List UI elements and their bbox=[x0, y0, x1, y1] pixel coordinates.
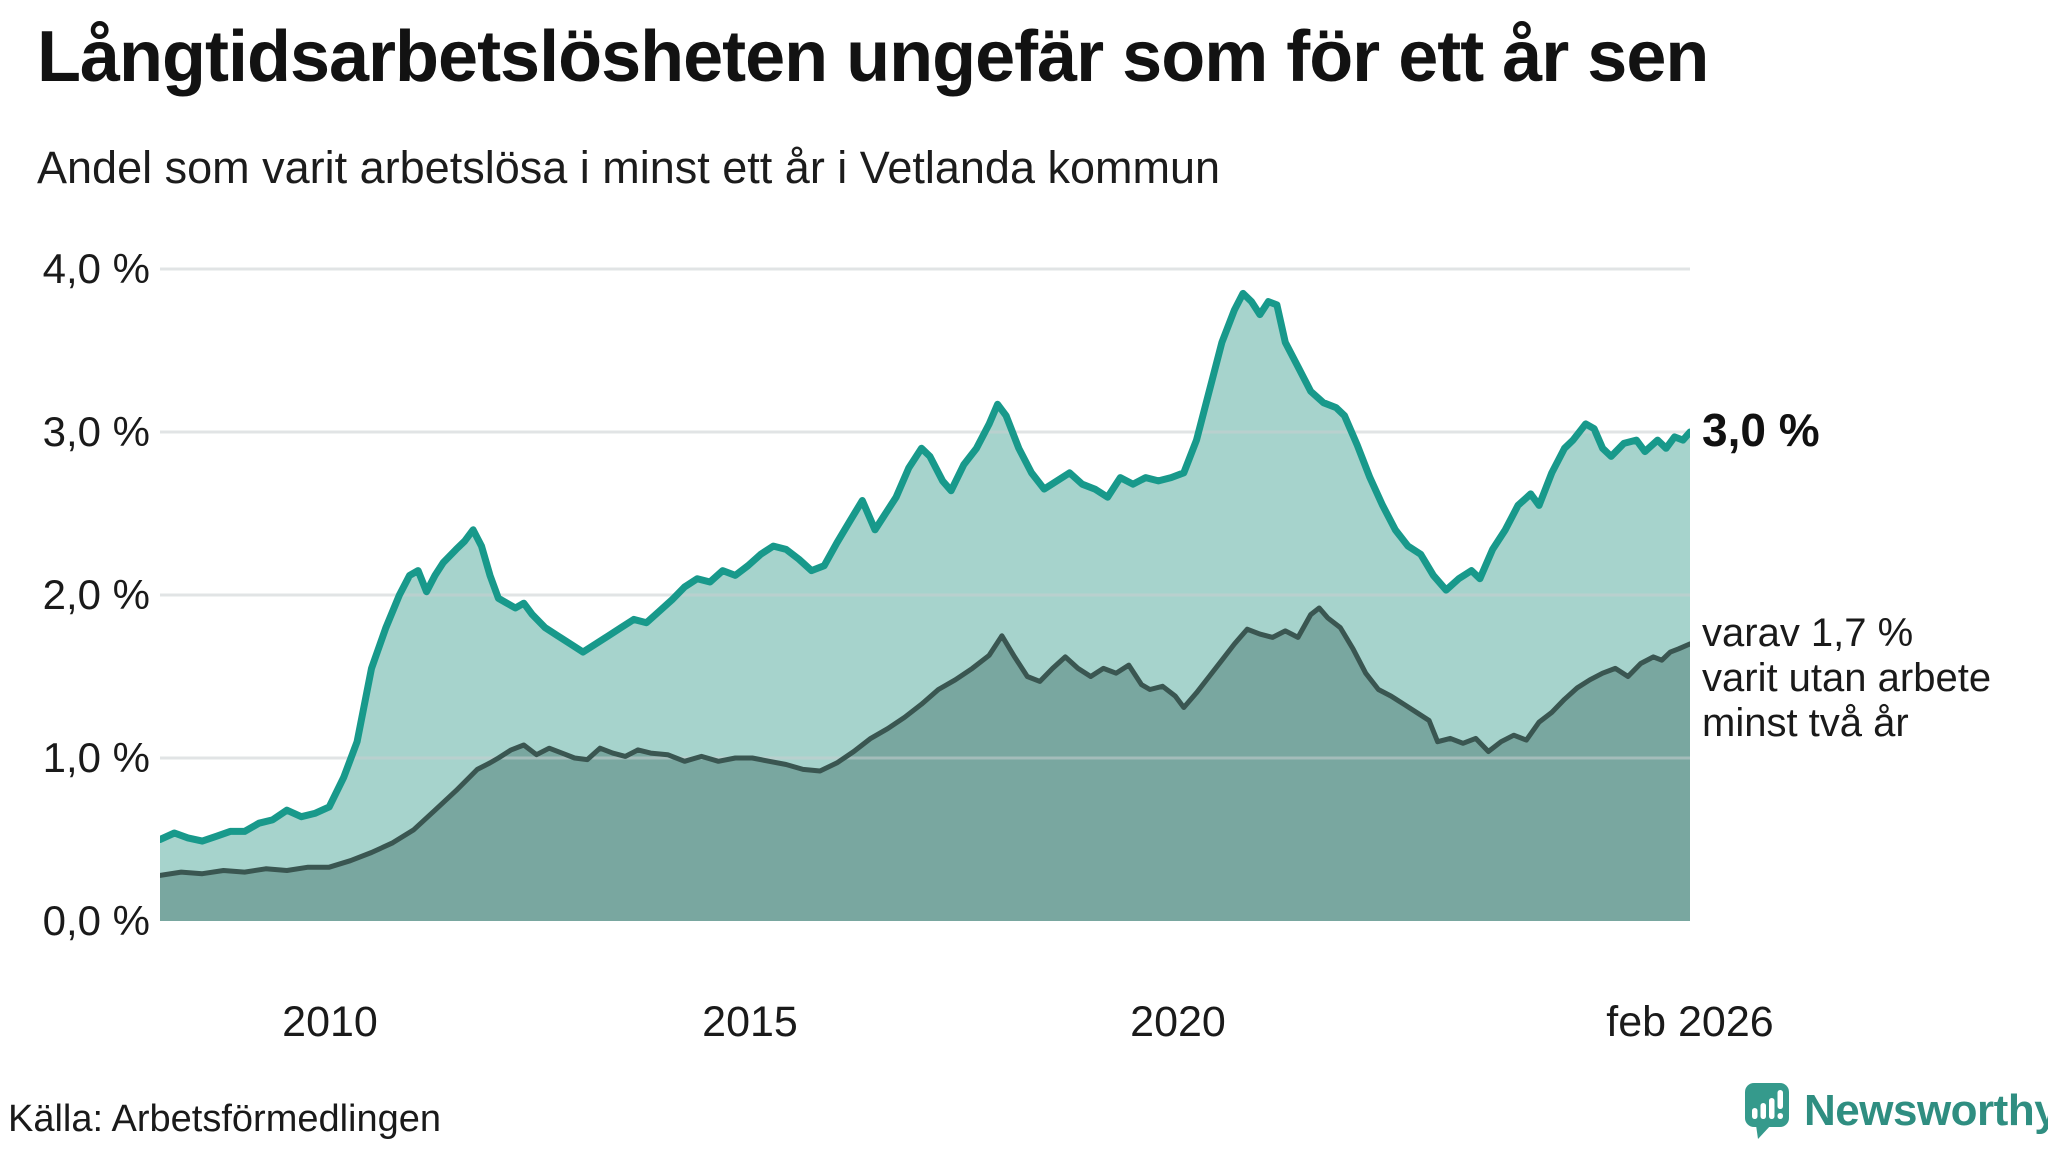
secondary-annotation-line2: varit utan arbete bbox=[1702, 656, 1992, 700]
latest-value-label: 3,0 % bbox=[1702, 404, 1820, 456]
secondary-annotation-line3: minst två år bbox=[1702, 701, 1909, 745]
newsworthy-logo-icon bbox=[1745, 1083, 1789, 1139]
y-axis-tick-4pct: 4,0 % bbox=[42, 245, 150, 292]
x-axis-tick-2020: 2020 bbox=[1130, 998, 1226, 1046]
page-subtitle: Andel som varit arbetslösa i minst ett å… bbox=[37, 142, 1221, 193]
area-chart-plot bbox=[160, 267, 1690, 921]
y-axis-tick-1pct: 1,0 % bbox=[42, 734, 150, 781]
x-axis-tick-2010: 2010 bbox=[282, 998, 378, 1046]
y-axis-tick-0pct: 0,0 % bbox=[42, 897, 150, 944]
gridlines bbox=[160, 267, 1690, 760]
y-axis-tick-3pct: 3,0 % bbox=[42, 408, 150, 455]
area-fill-unemployed-min-2yr bbox=[160, 608, 1690, 921]
page-title: Långtidsarbetslösheten ungefär som för e… bbox=[37, 17, 1709, 97]
secondary-annotation-line1: varav 1,7 % bbox=[1702, 611, 1914, 655]
newsworthy-logo-text: Newsworthy bbox=[1804, 1086, 2048, 1135]
y-axis-tick-2pct: 2,0 % bbox=[42, 571, 150, 618]
line-unemployed-min-1yr bbox=[160, 289, 1690, 845]
source-attribution: Källa: Arbetsförmedlingen bbox=[8, 1098, 442, 1140]
line-unemployed-min-2yr bbox=[160, 605, 1690, 878]
x-axis-tick-2015: 2015 bbox=[702, 998, 798, 1046]
x-axis-tick-feb-2026: feb 2026 bbox=[1606, 998, 1774, 1046]
newsworthy-logo: Newsworthy bbox=[1744, 1082, 2048, 1140]
